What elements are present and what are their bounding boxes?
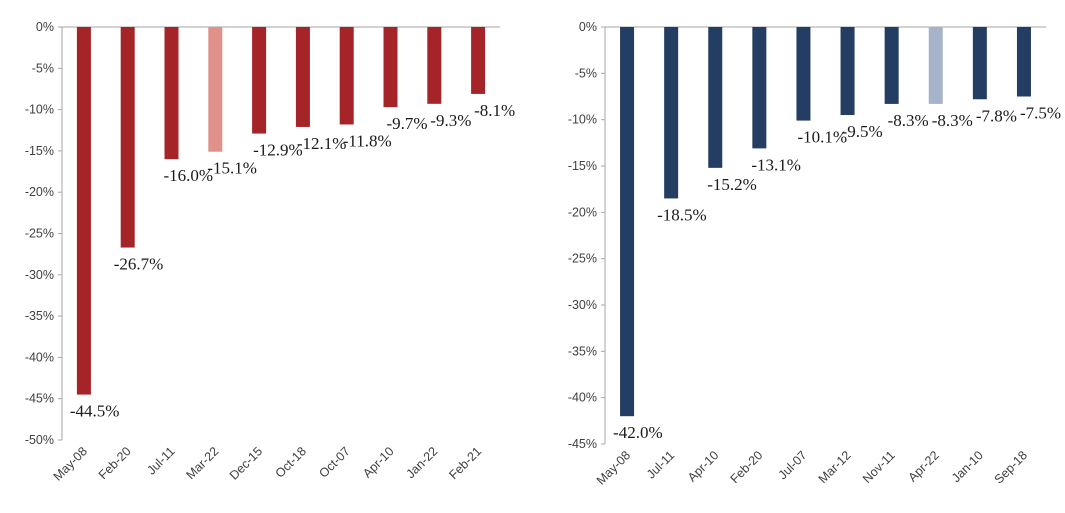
x-tick-label: Apr-22 <box>905 448 941 484</box>
data-label: -9.5% <box>842 122 883 141</box>
x-tick-label: Dec-15 <box>227 444 265 482</box>
y-tick-label: -40% <box>568 391 597 405</box>
bar <box>208 27 223 152</box>
x-tick-label: Oct-18 <box>273 444 309 480</box>
bar <box>427 27 442 104</box>
x-tick-label: Jul-11 <box>644 448 677 481</box>
data-label: -8.3% <box>932 111 973 130</box>
x-tick-label: Nov-11 <box>860 448 898 486</box>
y-tick-label: -10% <box>25 103 54 117</box>
x-tick-label: May-08 <box>51 444 90 483</box>
bar <box>620 27 635 417</box>
bar <box>120 27 135 248</box>
y-tick-label: -5% <box>575 66 597 80</box>
bar <box>1016 27 1031 97</box>
y-tick-label: -5% <box>32 61 54 75</box>
bar <box>339 27 354 125</box>
bar <box>664 27 679 199</box>
data-label: -9.7% <box>387 114 428 133</box>
data-label: -15.2% <box>707 175 757 194</box>
x-tick-label: Feb-20 <box>96 444 134 482</box>
x-tick-label: Mar-12 <box>816 448 854 486</box>
bar <box>383 27 398 108</box>
y-tick-label: -20% <box>568 205 597 219</box>
y-tick-label: -15% <box>25 144 54 158</box>
y-tick-label: -35% <box>568 344 597 358</box>
bar <box>252 27 267 134</box>
data-label: -10.1% <box>797 128 847 147</box>
data-label: -13.1% <box>751 155 801 174</box>
y-tick-label: -30% <box>568 298 597 312</box>
x-tick-label: Mar-22 <box>184 444 222 482</box>
y-tick-label: 0% <box>579 20 597 34</box>
x-tick-label: May-08 <box>594 448 633 487</box>
bar <box>295 27 310 127</box>
y-tick-label: -45% <box>568 437 597 451</box>
y-tick-label: -45% <box>25 392 54 406</box>
x-tick-label: Feb-20 <box>728 448 766 486</box>
bar <box>752 27 767 149</box>
data-label: -42.0% <box>613 423 663 442</box>
bar <box>972 27 987 100</box>
left-bar-chart: 0% -5% -10% -15% -20% -25% -30% -35% -40% -45% -50… <box>25 20 515 484</box>
bar <box>708 27 723 168</box>
x-tick-label: Jul-07 <box>776 448 810 482</box>
bar <box>164 27 179 160</box>
right-bar-chart: 0% -5% -10% -15% -20% -25% -30% -35% -40% -45%May… <box>568 20 1061 488</box>
data-label: -12.1% <box>297 134 347 153</box>
x-tick-label: Jan-22 <box>403 444 440 481</box>
data-label: -8.1% <box>474 101 515 120</box>
y-tick-label: -25% <box>25 227 54 241</box>
data-label: -11.8% <box>343 131 392 150</box>
y-tick-label: -35% <box>25 309 54 323</box>
data-label: -7.5% <box>1020 104 1061 123</box>
bar <box>928 27 943 104</box>
data-label: -15.1% <box>207 159 257 178</box>
x-tick-label: Apr-10 <box>685 448 721 484</box>
bar <box>884 27 899 104</box>
y-tick-label: -10% <box>568 113 597 127</box>
y-tick-label: -50% <box>25 433 54 447</box>
y-tick-label: 0% <box>36 20 54 34</box>
x-tick-label: Sep-18 <box>992 448 1030 486</box>
x-tick-label: Oct-07 <box>316 444 352 480</box>
y-tick-label: -30% <box>25 268 54 282</box>
bar <box>840 27 855 116</box>
data-label: -44.5% <box>70 402 120 421</box>
bar <box>471 27 486 94</box>
data-label: -18.5% <box>657 205 707 224</box>
data-label: -9.3% <box>430 111 471 130</box>
y-tick-label: -15% <box>568 159 597 173</box>
data-label: -8.3% <box>888 111 929 130</box>
bar <box>76 27 91 395</box>
data-label: -12.9% <box>253 141 303 160</box>
y-tick-label: -25% <box>568 252 597 266</box>
x-tick-label: Feb-21 <box>446 444 484 482</box>
bar <box>796 27 811 121</box>
data-label: -26.7% <box>114 255 164 274</box>
y-tick-label: -40% <box>25 350 54 364</box>
x-tick-label: Jul-11 <box>144 444 177 477</box>
data-label: -16.0% <box>164 166 214 185</box>
x-tick-label: Apr-10 <box>360 444 396 480</box>
data-label: -7.8% <box>976 106 1017 125</box>
y-tick-label: -20% <box>25 185 54 199</box>
x-tick-label: Jan-10 <box>949 448 986 485</box>
